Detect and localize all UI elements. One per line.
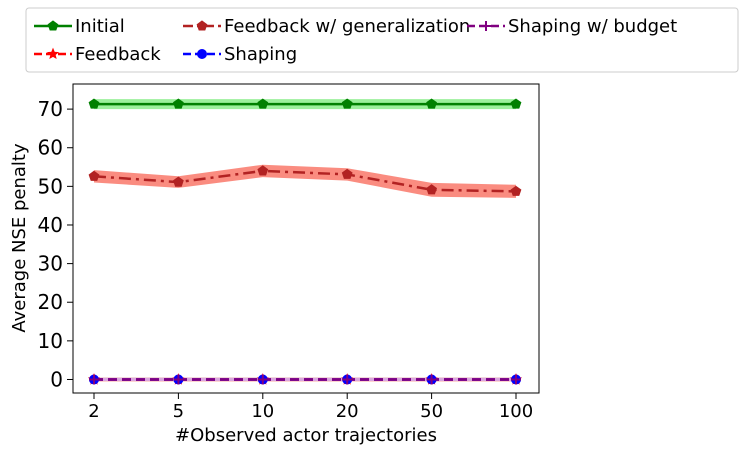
y-tick-label: 60	[38, 136, 63, 160]
y-tick-label: 70	[38, 97, 63, 121]
y-tick-label: 10	[38, 329, 63, 353]
legend-label-feedback-w-generalization: Feedback w/ generalization	[224, 16, 470, 37]
legend-label-initial: Initial	[75, 16, 125, 37]
legend-item-shaping: Shaping	[183, 44, 297, 65]
point-initial	[341, 98, 353, 109]
point-initial	[88, 98, 100, 109]
point-feedback-w-generalization	[510, 185, 522, 196]
point-shaping-w-budget	[511, 374, 521, 385]
point-feedback-w-generalization	[173, 176, 184, 187]
legend-item-initial: Initial	[34, 16, 125, 37]
legend-label-feedback: Feedback	[75, 44, 161, 65]
point-shaping-w-budget	[426, 374, 437, 385]
legend-item-feedback: Feedback	[34, 44, 161, 65]
point-initial	[510, 98, 522, 109]
x-axis: 2 5 10 20 50 100	[88, 393, 533, 422]
legend-marker-initial	[47, 20, 59, 31]
y-tick-label: 40	[38, 213, 63, 237]
legend-label-shaping: Shaping	[224, 44, 297, 65]
point-initial	[173, 98, 184, 109]
point-shaping-w-budget	[342, 374, 353, 385]
point-initial	[426, 98, 437, 109]
line-feedback-w-generalization	[93, 169, 517, 193]
x-tick-label: 20	[336, 401, 359, 422]
point-shaping-w-budget	[89, 374, 99, 385]
plot-frame	[72, 83, 540, 394]
x-tick-label: 10	[251, 401, 274, 422]
point-feedback-w-generalization	[426, 184, 437, 195]
band-feedback-w-generalization	[94, 164, 516, 198]
legend-item-shaping-w-budget: Shaping w/ budget	[467, 16, 677, 37]
legend-marker-shaping	[197, 49, 207, 59]
y-tick-label: 30	[38, 252, 63, 276]
y-tick-label: 0	[50, 367, 63, 391]
legend-marker-shaping-w-budget	[481, 21, 491, 31]
point-feedback-w-generalization	[341, 168, 353, 179]
x-tick-label: 100	[499, 401, 533, 422]
legend-marker-feedback	[46, 47, 60, 60]
x-tick-label: 2	[88, 401, 99, 422]
x-tick-label: 5	[173, 401, 184, 422]
point-feedback-w-generalization	[257, 165, 269, 176]
legend-item-feedback-w-generalization: Feedback w/ generalization	[183, 16, 470, 37]
point-feedback-w-generalization	[88, 170, 100, 181]
point-shaping-w-budget	[173, 374, 184, 385]
x-axis-label: #Observed actor trajectories	[175, 425, 437, 446]
point-shaping-w-budget	[257, 374, 268, 385]
legend-marker-feedback-w-generalization	[196, 20, 208, 31]
x-tick-label: 50	[420, 401, 443, 422]
plot-area	[72, 83, 540, 394]
y-axis: 0 10 20 30 40 50 60 70	[38, 97, 73, 391]
y-tick-label: 50	[38, 174, 63, 198]
point-initial	[257, 98, 269, 109]
legend: Initial Feedback Feedback w/ generalizatio…	[25, 7, 739, 73]
y-tick-label: 20	[38, 290, 63, 314]
legend-label-shaping-w-budget: Shaping w/ budget	[508, 16, 677, 37]
y-axis-label: Average NSE penalty	[9, 143, 30, 333]
